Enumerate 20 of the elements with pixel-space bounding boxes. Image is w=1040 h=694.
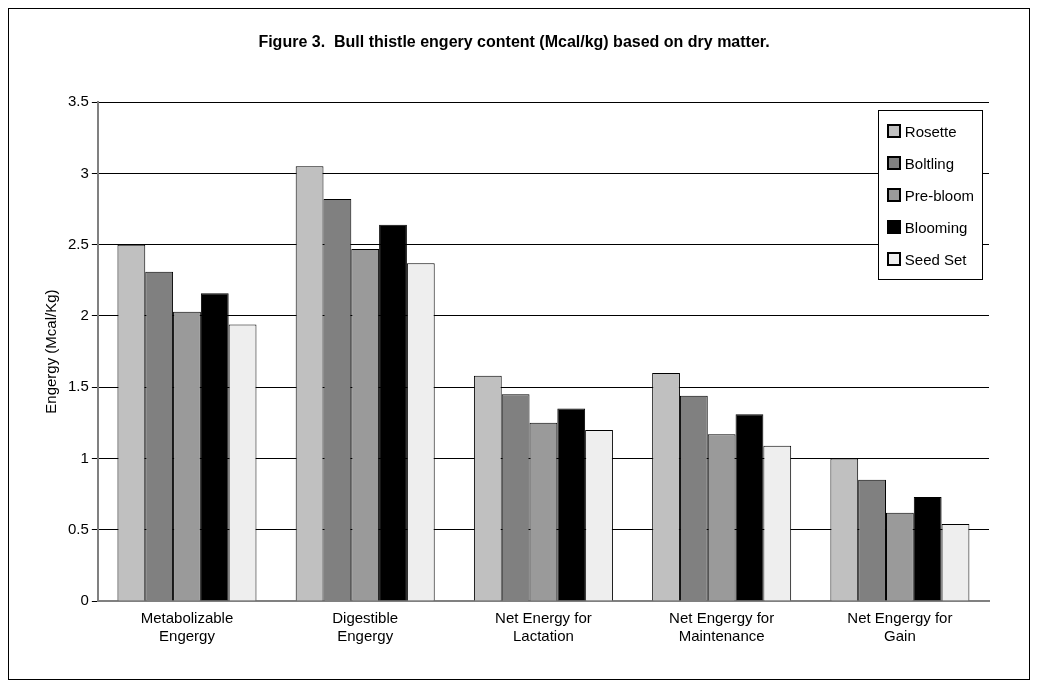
legend-label: Rosette [904, 122, 957, 140]
x-tick-label: Digestible Engergy [332, 609, 399, 645]
y-tick-label: 3 [80, 163, 89, 181]
x-tick-label: Metabolizable Engergy [140, 609, 234, 645]
legend-label: Pre-bloom [904, 186, 974, 204]
y-tick-label: 0 [80, 591, 89, 609]
y-tick-label: 2 [80, 306, 89, 324]
legend-label: Blooming [904, 218, 968, 236]
legend-label: Boltling [904, 154, 954, 172]
chart-title: Figure 3. Bull thistle engery content (Mcal/kg) based on dry matter. [258, 33, 770, 51]
y-tick-label: 3.5 [67, 92, 89, 110]
y-tick-label: 2.5 [67, 234, 89, 252]
y-tick-label: 0.5 [67, 519, 89, 537]
x-tick-label: Net Engergy for Gain [847, 609, 953, 645]
y-axis-title: Engergy (Mcal/Kg) [42, 289, 60, 414]
x-tick-label: Net Engergy for Maintenance [669, 609, 775, 645]
y-tick-label: 1 [80, 448, 89, 466]
x-tick-label: Net Energy for Lactation [495, 609, 592, 645]
legend-label: Seed Set [904, 250, 967, 268]
y-tick-label: 1.5 [67, 377, 89, 395]
